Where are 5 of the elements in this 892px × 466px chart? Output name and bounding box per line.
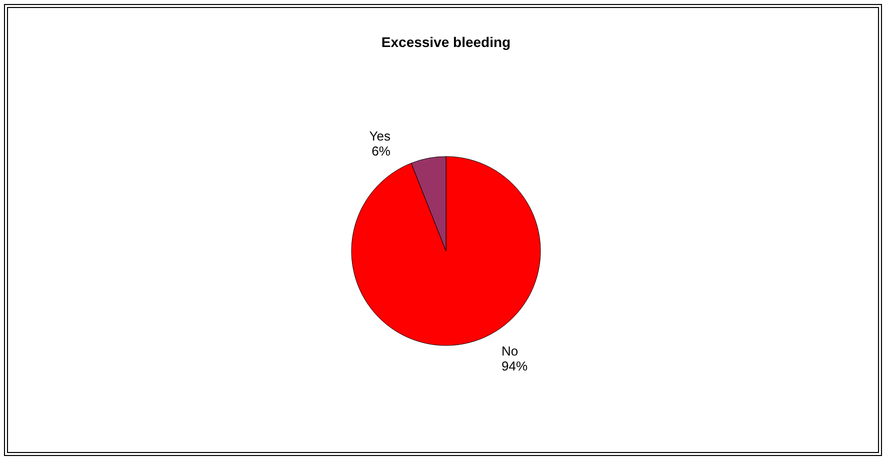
slice-label: Yes: [369, 128, 391, 144]
data-label: 94%: [502, 358, 528, 374]
chart-title: Excessive bleeding: [381, 34, 511, 50]
slice-label: No: [502, 344, 518, 359]
data-label: 6%: [372, 143, 391, 158]
